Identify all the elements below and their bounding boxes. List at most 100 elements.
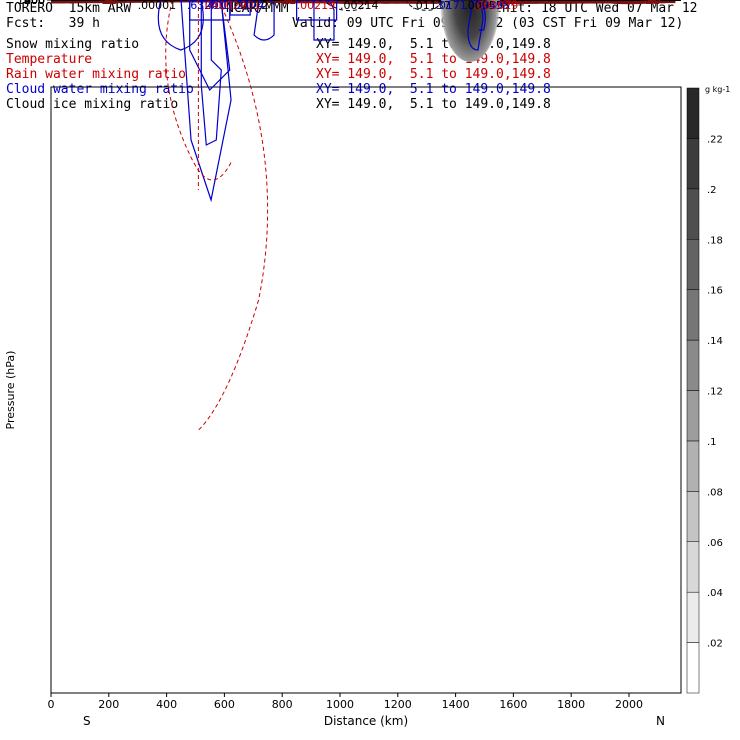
colorbar-tick-label: .2	[707, 185, 717, 196]
y-tick-label: 700	[24, 0, 45, 7]
x-tick-label: 1200	[384, 698, 412, 711]
cloud-water-contour	[313, 0, 335, 41]
colorbar-segment	[686, 289, 700, 341]
y-tick-label: 400	[24, 0, 45, 7]
legend-entry: Temperature	[6, 52, 93, 67]
max-value-label: .00219	[297, 0, 336, 12]
colorbar-segment	[686, 138, 700, 190]
colorbar-tick-label: .16	[707, 286, 723, 297]
temperature-label: -40	[499, 0, 517, 7]
temperature-label: 0	[284, 0, 291, 7]
max-value-label: .00214	[340, 0, 379, 12]
forecast-hour: Fcst: 39 h	[6, 16, 100, 31]
colorbar-unit: g kg-1	[705, 85, 730, 94]
temperature-label: 10	[281, 0, 295, 7]
colorbar-tick-label: .02	[707, 639, 723, 650]
cloud-water-contour	[253, 0, 275, 41]
init-time: Init: 18 UTC Wed 07 Mar 12	[494, 1, 698, 16]
cloud-water-contour	[478, 0, 486, 31]
temperature-label: 20	[281, 0, 295, 7]
temperature-label: -20	[643, 0, 661, 7]
temperature-label: -30	[499, 0, 517, 7]
x-tick-label: 600	[214, 698, 235, 711]
colorbar-tick-label: .22	[707, 134, 723, 145]
x-tick-label: 1800	[557, 698, 585, 711]
temperature-label: -20	[499, 0, 517, 7]
max-value-label: .0171	[435, 0, 467, 12]
y-tick-label: 200	[24, 0, 45, 7]
temperature-label: -40	[279, 0, 297, 7]
colorbar-tick-label: .04	[707, 588, 723, 599]
temperature-label: 10	[645, 0, 659, 7]
legend-xy: XY= 149.0, 5.1 to 149.0,149.8	[316, 97, 551, 112]
colorbar-segment	[686, 491, 700, 543]
cloud-water-contour	[200, 0, 222, 146]
colorbar-segment	[686, 87, 700, 139]
max-value-label: .00112	[230, 0, 269, 12]
colorbar-tick-label: .1	[707, 437, 717, 448]
colorbar-segment	[686, 390, 700, 442]
x-tick-label: 800	[272, 698, 293, 711]
max-value-label: .00001	[138, 0, 177, 12]
colorbar-segment	[686, 239, 700, 290]
temperature-label: 0	[105, 0, 112, 7]
temperature-label: 0	[504, 0, 511, 7]
max-value-label: .401	[204, 0, 229, 12]
x-tick-label: 1400	[442, 698, 470, 711]
colorbar-segment	[686, 541, 700, 593]
temperature-contour	[50, 0, 676, 4]
temperature-label: -10	[499, 0, 517, 7]
y-tick-label: 500	[24, 0, 45, 7]
legend-entry: Snow mixing ratio	[6, 37, 140, 52]
colorbar-tick-label: .08	[707, 487, 723, 498]
colorbar-segment	[686, 188, 700, 240]
x-end-label-south: S	[83, 714, 91, 728]
colorbar-segment	[686, 339, 700, 391]
cloud-water-contour	[229, 0, 251, 16]
model-title: TORERO 15km ARW	[6, 1, 132, 16]
x-tick-label: 0	[48, 698, 55, 711]
x-tick-label: 1600	[499, 698, 527, 711]
x-end-label-north: N	[656, 714, 665, 728]
y-axis-label: Pressure (hPa)	[4, 351, 17, 430]
max-value-label: .2174	[233, 0, 264, 12]
legend-xy: XY= 149.0, 5.1 to 149.0,149.8	[316, 67, 551, 82]
temperature-label: -10	[100, 0, 118, 7]
temperature-label: 20	[501, 0, 515, 7]
y-tick-label: 300	[24, 0, 45, 7]
colorbar-segment	[686, 440, 700, 492]
colorbar-segment	[686, 591, 700, 643]
snow-contour	[405, 0, 441, 11]
legend-entry: Rain water mixing ratio	[6, 67, 187, 82]
x-tick-label: 400	[156, 698, 177, 711]
cloud-water-contour	[157, 0, 204, 51]
max-value-label: .0495	[479, 0, 511, 12]
temperature-label: -40	[643, 0, 661, 7]
temperature-label: -10	[279, 0, 297, 7]
cloud-water-contour	[189, 0, 231, 92]
legend-entry: Cloud ice mixing ratio	[6, 97, 179, 112]
y-tick-label: 800	[24, 0, 45, 7]
x-tick-label: 2000	[615, 698, 643, 711]
max-value-label: .00955	[464, 0, 503, 12]
max-value-label: .000029	[473, 0, 519, 12]
snow-contour	[322, 0, 367, 12]
rain-contour	[198, 0, 269, 431]
temperature-label: -40	[100, 0, 118, 7]
cloud-water-contour	[180, 0, 232, 203]
y-tick-label: 600	[24, 0, 45, 7]
temperature-label: -20	[100, 0, 118, 7]
colorbar-tick-label: .18	[707, 235, 723, 246]
cloud-water-contour	[296, 0, 338, 21]
rain-contour	[165, 0, 233, 181]
plot-frame	[50, 86, 682, 694]
cloud-water-contour	[189, 0, 231, 21]
temperature-label: 10	[501, 0, 515, 7]
temperature-label: 0	[649, 0, 656, 7]
temperature-label: 10	[102, 0, 116, 7]
temperature-contour	[50, 0, 676, 4]
legend-xy: XY= 149.0, 5.1 to 149.0,149.8	[316, 52, 551, 67]
temperature-label: -30	[100, 0, 118, 7]
x-axis-label: Distance (km)	[324, 714, 408, 728]
temperature-label: 20	[102, 0, 116, 7]
